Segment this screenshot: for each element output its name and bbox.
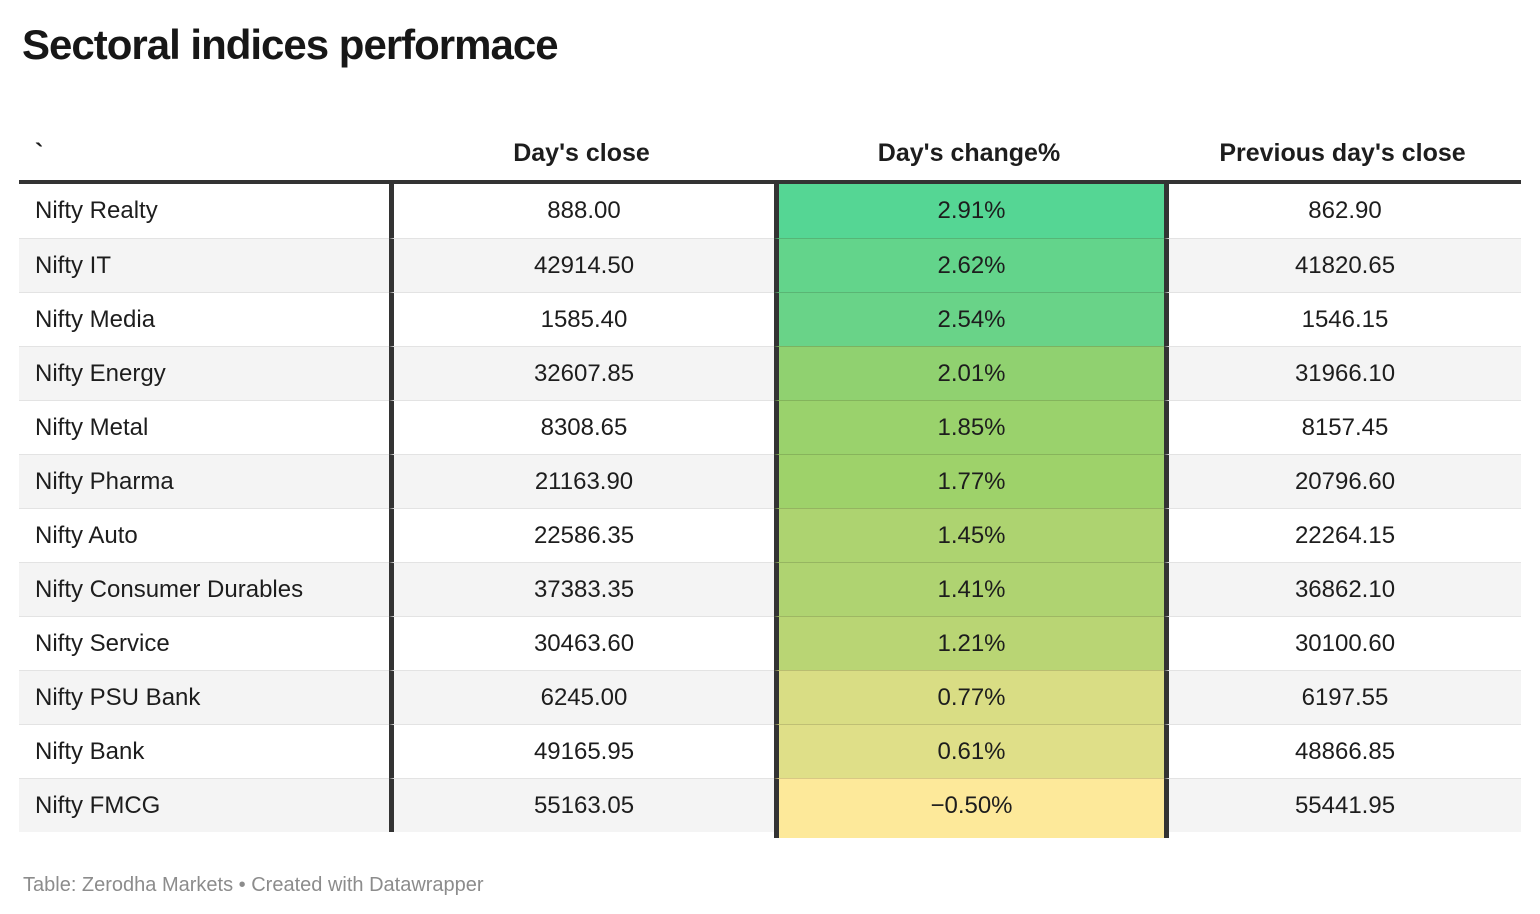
cell-index-name: Nifty Auto — [19, 508, 389, 563]
cell-index-name: Nifty Metal — [19, 400, 389, 455]
cell-days-close: 22586.35 — [389, 508, 774, 563]
cell-index-name: Nifty IT — [19, 238, 389, 293]
column-header-days-change: Day's change% — [877, 139, 1061, 168]
cell-index-name: Nifty Energy — [19, 346, 389, 401]
cell-prev-close: 20796.60 — [1164, 454, 1521, 509]
cell-days-change: 2.62% — [774, 238, 1164, 293]
table-row: Nifty Media 1585.40 2.54% 1546.15 — [19, 292, 1521, 347]
cell-days-close: 55163.05 — [389, 778, 774, 833]
cell-days-close: 30463.60 — [389, 616, 774, 671]
source-credit: Table: Zerodha Markets — [23, 874, 234, 897]
cell-prev-close: 30100.60 — [1164, 616, 1521, 671]
cell-index-name: Nifty Media — [19, 292, 389, 347]
footer-separator: • — [233, 874, 252, 897]
table-cutoff-strip — [19, 832, 1521, 839]
cell-days-close: 49165.95 — [389, 724, 774, 779]
table-row: Nifty Realty 888.00 2.91% 862.90 — [19, 184, 1521, 239]
table-body: Nifty Realty 888.00 2.91% 862.90 Nifty I… — [19, 184, 1521, 833]
cutoff-blank-2 — [389, 832, 774, 838]
cutoff-blank-1 — [19, 832, 389, 838]
cell-index-name: Nifty Realty — [19, 184, 389, 239]
cell-days-change: 2.01% — [774, 346, 1164, 401]
table-row: Nifty PSU Bank 6245.00 0.77% 6197.55 — [19, 670, 1521, 725]
cell-days-change: 1.45% — [774, 508, 1164, 563]
cell-days-close: 21163.90 — [389, 454, 774, 509]
table-row: Nifty Pharma 21163.90 1.77% 20796.60 — [19, 454, 1521, 509]
cell-days-close: 888.00 — [389, 184, 774, 239]
cell-prev-close: 55441.95 — [1164, 778, 1521, 833]
cell-index-name: Nifty FMCG — [19, 778, 389, 833]
cell-days-close: 32607.85 — [389, 346, 774, 401]
column-header-days-close: Day's close — [513, 139, 650, 168]
cutoff-change-strip — [774, 832, 1164, 839]
cell-prev-close: 48866.85 — [1164, 724, 1521, 779]
table-row: Nifty Consumer Durables 37383.35 1.41% 3… — [19, 562, 1521, 617]
cell-days-change: −0.50% — [774, 778, 1164, 833]
column-header-prev-close: Previous day's close — [1219, 139, 1466, 168]
cutoff-divider-line — [1164, 832, 1169, 839]
cell-days-close: 1585.40 — [389, 292, 774, 347]
cell-index-name: Nifty Bank — [19, 724, 389, 779]
cell-days-change: 1.77% — [774, 454, 1164, 509]
cell-days-change: 0.77% — [774, 670, 1164, 725]
cell-days-close: 8308.65 — [389, 400, 774, 455]
cell-index-name: Nifty Pharma — [19, 454, 389, 509]
cell-days-change: 2.91% — [774, 184, 1164, 239]
sectoral-indices-table: ` Day's close Day's change% Previous day… — [19, 112, 1521, 839]
cell-prev-close: 8157.45 — [1164, 400, 1521, 455]
cell-days-change: 1.21% — [774, 616, 1164, 671]
cell-prev-close: 1546.15 — [1164, 292, 1521, 347]
table-row: Nifty Bank 49165.95 0.61% 48866.85 — [19, 724, 1521, 779]
table-header-row: ` Day's close Day's change% Previous day… — [19, 112, 1521, 185]
cell-index-name: Nifty Service — [19, 616, 389, 671]
cell-prev-close: 36862.10 — [1164, 562, 1521, 617]
cell-days-change: 2.54% — [774, 292, 1164, 347]
cell-days-close: 42914.50 — [389, 238, 774, 293]
cell-days-close: 37383.35 — [389, 562, 774, 617]
table-row: Nifty Metal 8308.65 1.85% 8157.45 — [19, 400, 1521, 455]
cell-days-close: 6245.00 — [389, 670, 774, 725]
table-row: Nifty Energy 32607.85 2.01% 31966.10 — [19, 346, 1521, 401]
cell-index-name: Nifty Consumer Durables — [19, 562, 389, 617]
table-row: Nifty IT 42914.50 2.62% 41820.65 — [19, 238, 1521, 293]
cell-prev-close: 22264.15 — [1164, 508, 1521, 563]
table-row: Nifty Service 30463.60 1.21% 30100.60 — [19, 616, 1521, 671]
table-footer: Table: Zerodha Markets • Created with Da… — [23, 874, 1521, 897]
datawrapper-attribution: Created with Datawrapper — [251, 874, 484, 897]
cell-prev-close: 862.90 — [1164, 184, 1521, 239]
cell-prev-close: 41820.65 — [1164, 238, 1521, 293]
cell-prev-close: 6197.55 — [1164, 670, 1521, 725]
cell-days-change: 0.61% — [774, 724, 1164, 779]
cell-index-name: Nifty PSU Bank — [19, 670, 389, 725]
cell-days-change: 1.85% — [774, 400, 1164, 455]
cell-prev-close: 31966.10 — [1164, 346, 1521, 401]
column-header-index-name: ` — [35, 139, 44, 168]
table-row: Nifty Auto 22586.35 1.45% 22264.15 — [19, 508, 1521, 563]
page-title: Sectoral indices performace — [22, 21, 559, 68]
table-row: Nifty FMCG 55163.05 −0.50% 55441.95 — [19, 778, 1521, 833]
cell-days-change: 1.41% — [774, 562, 1164, 617]
